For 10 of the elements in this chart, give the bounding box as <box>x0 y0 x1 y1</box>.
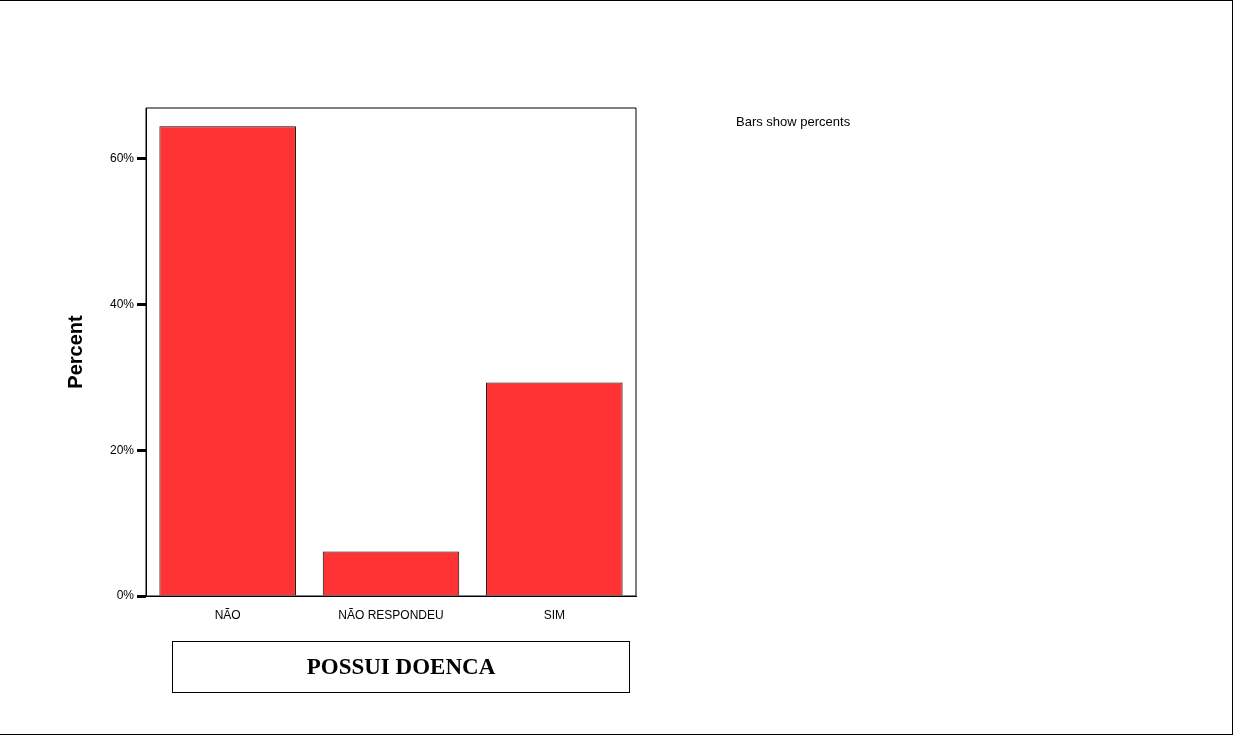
y-axis-title: Percent <box>63 314 86 389</box>
y-tick-label: 40% <box>109 296 135 311</box>
x-tick-label: SIM <box>543 607 566 622</box>
y-tick-label: 60% <box>109 151 135 166</box>
x-axis-title: POSSUI DOENCA <box>172 641 630 693</box>
y-tick-label: 0% <box>116 588 135 603</box>
x-tick-label: NÃO <box>214 607 241 622</box>
y-tick-label: 20% <box>109 442 135 457</box>
text: Bars show percents <box>736 114 851 129</box>
x-tick-label: NÃO RESPONDEU <box>338 607 444 622</box>
